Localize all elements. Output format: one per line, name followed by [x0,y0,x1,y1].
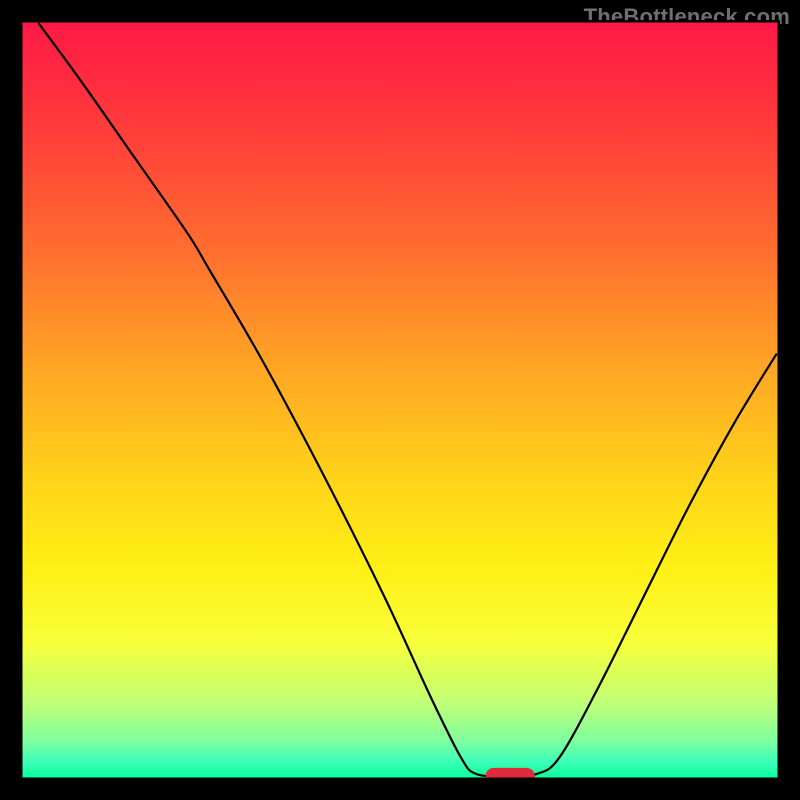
plot-area [20,20,780,780]
chart-container: TheBottleneck.com [0,0,800,800]
gradient-background [20,20,780,780]
chart-svg [20,20,780,780]
